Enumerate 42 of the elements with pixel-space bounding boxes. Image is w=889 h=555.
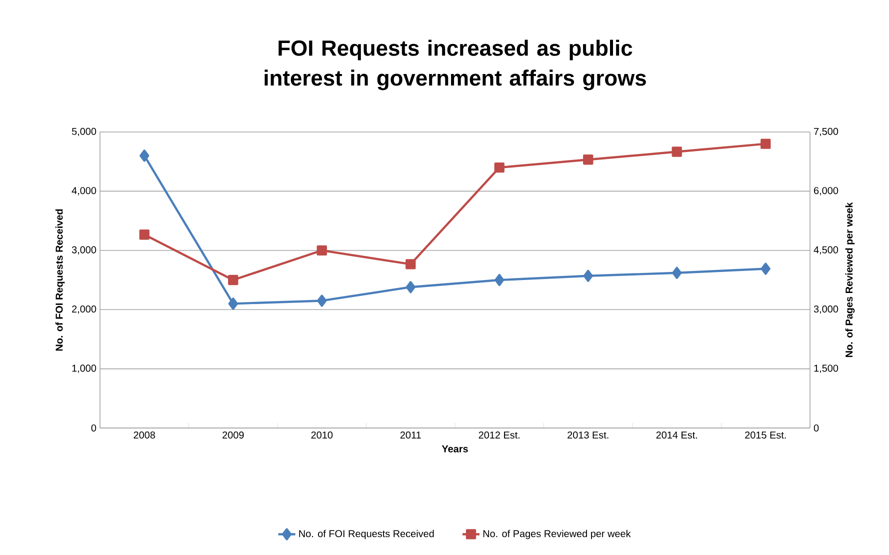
legend-label: No. of FOI Requests Received <box>299 530 434 540</box>
x-tick-label: 2015 Est. <box>745 432 786 439</box>
point <box>406 259 416 270</box>
x-axis-title: Years <box>442 445 468 452</box>
point <box>406 281 416 294</box>
y-tick-label: 3,000 <box>72 246 96 255</box>
y-tick-label: 0 <box>91 424 96 432</box>
y2-tick-label: 0 <box>814 424 819 432</box>
y-tick-label: 1,000 <box>72 364 96 373</box>
point <box>228 298 238 310</box>
x-tick-label: 2010 <box>311 432 333 439</box>
x-tick-label: 2008 <box>134 432 156 439</box>
y-tick-label: 5,000 <box>72 128 96 136</box>
y2-tick-label: 3,000 <box>814 305 838 314</box>
y2-tick-label: 4,500 <box>814 246 838 255</box>
y2-tick-label: 6,000 <box>814 187 838 196</box>
y2-tick-label: 1,500 <box>814 364 838 373</box>
point <box>139 230 150 240</box>
point <box>316 245 327 256</box>
point <box>583 270 593 282</box>
point <box>760 138 771 149</box>
point <box>760 262 770 275</box>
x-tick-label: 2012 Est. <box>478 432 520 439</box>
point <box>583 154 594 165</box>
y2-axis-title: No. of Pages Reviewed per week <box>845 202 855 358</box>
point <box>672 146 682 157</box>
point <box>317 294 327 307</box>
y-tick-label: 4,000 <box>72 187 96 196</box>
y-tick-label: 2,000 <box>72 305 96 314</box>
x-tick-label: 2011 <box>400 432 421 439</box>
point <box>494 274 504 286</box>
x-tick-label: 2013 Est. <box>568 432 608 439</box>
x-tick-label: 2014 Est. <box>656 432 698 439</box>
legend-label: No. of Pages Reviewed per week <box>483 530 631 540</box>
point <box>140 150 150 162</box>
point <box>228 274 238 286</box>
chart-title: FOI Requests increased as public interest in government affairs grows <box>264 40 646 90</box>
y-axis-title: No. of FOI Requests Received <box>55 209 65 351</box>
y2-tick-label: 7,500 <box>814 128 838 136</box>
point <box>494 162 504 173</box>
point <box>672 266 682 279</box>
x-tick-label: 2009 <box>222 432 244 439</box>
